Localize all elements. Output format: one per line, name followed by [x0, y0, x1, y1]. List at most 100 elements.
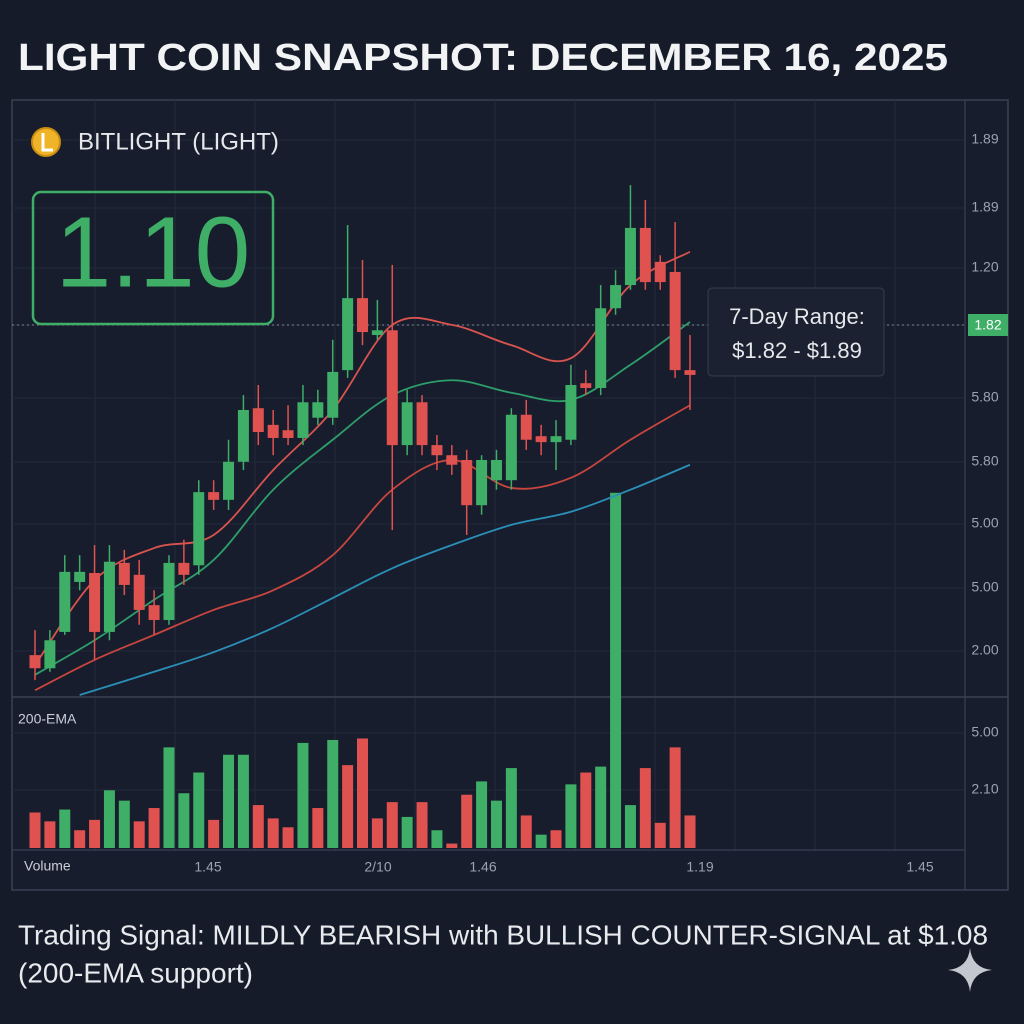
x-axis-label: 1.19: [686, 859, 713, 875]
volume-axis-label: 5.00: [971, 724, 998, 740]
candle-body: [565, 385, 577, 440]
volume-bar: [401, 816, 413, 848]
volume-bar: [461, 794, 473, 848]
candle-body: [431, 445, 443, 456]
moving-average-line: [34, 321, 691, 676]
volume-bar: [535, 834, 547, 848]
candle-body: [416, 402, 428, 446]
candle-body: [267, 424, 279, 438]
volume-bar: [416, 802, 428, 848]
volume-bar: [684, 815, 696, 848]
volume-bar: [520, 815, 532, 848]
volume-bar: [193, 772, 205, 848]
panel-frame: [11, 99, 1009, 891]
volume-bar: [103, 790, 115, 848]
volume-bar: [669, 747, 681, 848]
moving-average-line: [79, 463, 691, 696]
volume-bar: [89, 819, 101, 848]
candle-body: [327, 371, 339, 418]
volume-bar: [237, 754, 249, 848]
ema-label: 200-EMA: [18, 711, 77, 727]
volume-bar: [252, 805, 264, 848]
candle-body: [505, 414, 517, 481]
asset-name: BITLIGHT (LIGHT): [78, 128, 279, 155]
moving-average-line: [34, 250, 691, 666]
candle-body: [89, 573, 101, 632]
volume-bar: [29, 812, 41, 848]
signal-line: (200-EMA support): [18, 957, 253, 988]
candle-body: [44, 640, 56, 669]
candle-body: [446, 455, 458, 465]
volume-bar: [550, 830, 562, 848]
volume-bar: [312, 808, 324, 848]
plot: [29, 185, 696, 848]
volume-bar: [118, 800, 130, 848]
volume-bar: [133, 821, 145, 848]
volume-bar: [610, 492, 622, 848]
price-box: 1.10: [31, 190, 275, 326]
price-axis-label: 5.80: [971, 453, 998, 469]
candle-body: [580, 383, 592, 388]
price-axis-label: 5.80: [971, 389, 998, 405]
candle-body: [163, 562, 175, 621]
range-box-frame: [707, 287, 885, 377]
candle-body: [520, 414, 532, 440]
volume-bar: [74, 830, 86, 848]
candle-body: [624, 227, 636, 286]
price-axis-label: 2.00: [971, 642, 998, 658]
volume-bar: [342, 765, 354, 848]
candle-body: [476, 459, 488, 506]
volume-bar: [386, 802, 398, 848]
coin-icon-glyph: [41, 133, 53, 152]
volume-label: Volume: [24, 858, 71, 874]
volume-bar: [208, 819, 220, 848]
volume-bar: [654, 822, 666, 848]
candle-body: [550, 436, 562, 443]
volume-bar: [371, 818, 383, 848]
candle-body: [312, 402, 324, 418]
page-title: LIGHT COIN SNAPSHOT: DECEMBER 16, 2025: [18, 37, 948, 79]
volume-bar: [59, 809, 71, 848]
price-axis-label: 5.00: [971, 579, 998, 595]
x-axis-label: 1.46: [469, 859, 496, 875]
price-axis-label: 5.00: [971, 515, 998, 531]
volume-bar: [595, 766, 607, 848]
candle-body: [193, 492, 205, 566]
candle-body: [401, 402, 413, 446]
volume-bar: [357, 738, 368, 848]
volume-bar: [580, 772, 592, 848]
range-label: 7-Day Range:: [729, 304, 865, 329]
volume-bar: [639, 768, 651, 848]
volume-bar: [163, 747, 175, 848]
candle-body: [59, 571, 71, 632]
volume-bar: [476, 781, 488, 848]
current-price: 1.10: [56, 196, 251, 308]
range-value: $1.82 - $1.89: [732, 338, 862, 363]
x-axis-label: 2/10: [364, 859, 391, 875]
candle-body: [654, 261, 666, 283]
candle-body: [669, 271, 681, 371]
candle-body: [684, 370, 696, 375]
candle-body: [342, 298, 354, 371]
x-axis-label: 1.45: [194, 859, 221, 875]
volume-bar: [446, 843, 458, 848]
candle-body: [461, 459, 473, 506]
signal-line: Trading Signal: MILDLY BEARISH with BULL…: [18, 919, 988, 950]
moving-average-line: [34, 404, 691, 692]
candle-body: [639, 227, 651, 283]
candle-body: [282, 430, 294, 438]
candle-body: [74, 571, 86, 582]
price-axis-label: 1.89: [971, 199, 998, 215]
price-axis-label: 1.89: [971, 131, 998, 147]
volume-bar: [267, 818, 279, 848]
price-axis-label: 1.20: [971, 259, 998, 275]
volume-bar: [505, 768, 517, 848]
candle-body: [490, 459, 502, 481]
candle-body: [103, 561, 115, 632]
candle-body: [535, 436, 547, 443]
volume-bar: [223, 754, 235, 848]
candle-body: [357, 298, 368, 333]
volume-bar: [44, 821, 56, 848]
coin-icon: [31, 127, 61, 157]
